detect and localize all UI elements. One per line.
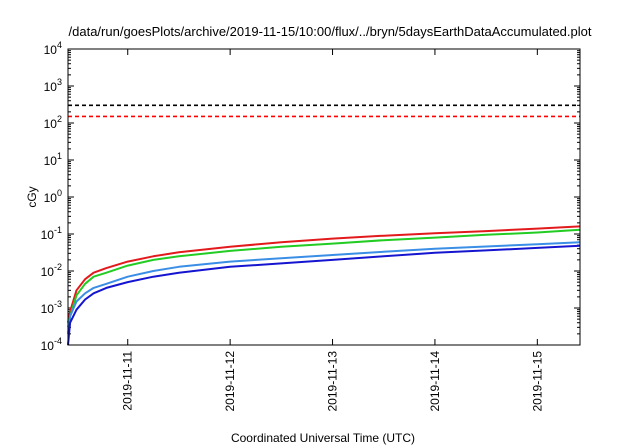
y-tick-label: 100 [44,188,62,205]
y-tick-label: 10-4 [41,336,62,353]
series-line [67,244,581,346]
plot-frame [67,48,581,346]
x-tick-label: 2019-11-11 [121,351,135,411]
y-tick-label: 10-2 [41,262,62,279]
series-line [67,225,581,323]
y-axis-label: cGy [25,186,39,207]
y-tick-label: 101 [44,151,62,168]
plot-lines [67,104,581,346]
chart-title: /data/run/goesPlots/archive/2019-11-15/1… [69,24,592,39]
series-line [67,228,581,328]
y-tick-label: 104 [44,40,62,57]
y-tick-label: 10-1 [41,225,62,242]
x-axis-label: Coordinated Universal Time (UTC) [231,431,415,445]
x-tick-label: 2019-11-15 [530,351,544,412]
y-tick-label: 103 [44,77,62,94]
axis-ticks: 10-4 10-3 10-2 10-1 100 101 102 103 104 2019-11-1… [41,40,580,412]
x-tick-label: 2019-11-12 [223,351,237,412]
x-tick-label: 2019-11-13 [326,351,340,412]
y-tick-label: 102 [44,114,62,131]
series-line [67,241,581,335]
x-tick-label: 2019-11-14 [428,351,442,412]
y-tick-label: 10-3 [41,299,62,316]
